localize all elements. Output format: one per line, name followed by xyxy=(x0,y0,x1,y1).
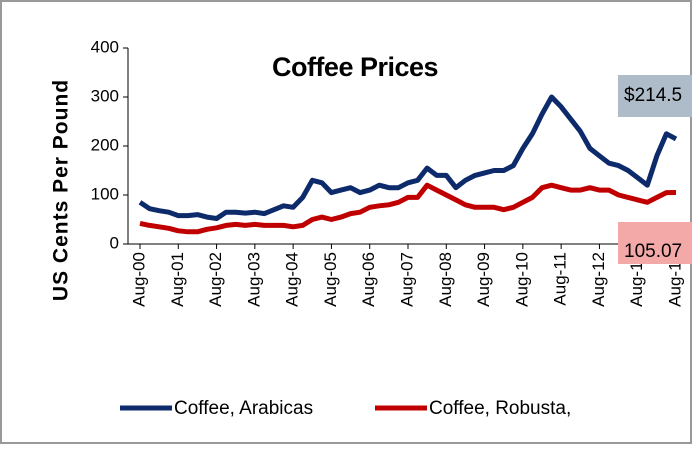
x-tick-label: Aug-05 xyxy=(321,252,340,307)
x-tick-label: Aug-04 xyxy=(283,252,302,307)
y-tick-label: 300 xyxy=(91,86,119,105)
x-tick-label: Aug-11 xyxy=(551,252,570,306)
series-line xyxy=(138,94,678,221)
annotation-text: $214.5 xyxy=(624,85,682,106)
x-tick-label: Aug-06 xyxy=(359,252,378,307)
x-tick-label: Aug-13 xyxy=(627,252,646,307)
annotation-box xyxy=(618,75,692,117)
x-tick-label: Aug-02 xyxy=(206,252,225,307)
y-tick-label: 400 xyxy=(91,37,119,56)
chart-title: Coffee Prices xyxy=(272,52,438,82)
series-line xyxy=(139,182,677,235)
x-tick-label: Aug-14 xyxy=(665,252,684,307)
annotation-box xyxy=(618,222,692,264)
x-tick-label: Aug-00 xyxy=(129,252,148,307)
x-tick-label: Aug-08 xyxy=(436,252,455,307)
x-tick-label: Aug-07 xyxy=(397,252,416,307)
x-tick-label: Aug-01 xyxy=(168,252,187,307)
x-tick-label: Aug-12 xyxy=(589,252,608,307)
x-tick-label: Aug-09 xyxy=(474,252,493,307)
y-tick-label: 0 xyxy=(110,233,119,252)
legend-label: Coffee, Robusta, xyxy=(429,398,571,419)
legend-label: Coffee, Arabicas xyxy=(174,398,313,419)
x-tick-label: Aug-03 xyxy=(244,252,263,307)
y-tick-label: 100 xyxy=(91,184,119,203)
y-axis-label: US Cents Per Pound xyxy=(50,79,73,301)
y-tick-label: 200 xyxy=(91,135,119,154)
annotation-text: 105.07 xyxy=(624,241,682,262)
x-tick-label: Aug-10 xyxy=(512,252,531,307)
